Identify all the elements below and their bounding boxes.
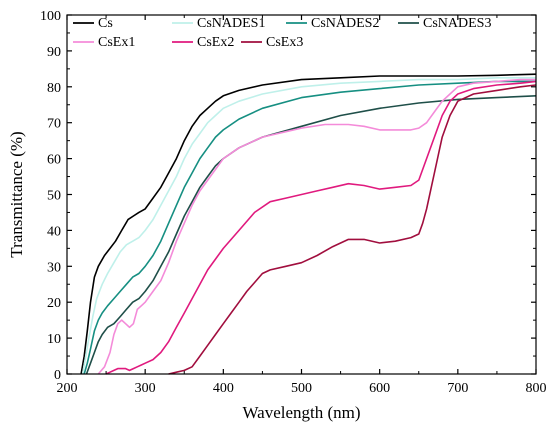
y-tick-label-5: 50 [47,189,61,204]
y-axis-label: Transmittance (%) [7,131,26,257]
legend-label-1: CsNADES1 [197,16,265,31]
legend-label-2: CsNADES2 [311,16,379,31]
legend-label-6: CsEx3 [266,35,303,50]
y-tick-label-7: 70 [47,117,61,132]
y-tick-label-10: 100 [40,9,61,24]
y-tick-label-6: 60 [47,153,61,168]
x-tick-label-5: 700 [447,381,468,396]
y-tick-label-8: 80 [47,81,61,96]
series-lines [80,73,537,375]
x-tick-label-4: 600 [369,381,390,396]
ticks: 200 300 400 500 600 700 800 0 10 20 30 40 50 60 70 80 90… [40,9,547,396]
y-tick-label-0: 0 [54,368,61,383]
series-line-1 [81,77,536,375]
legend-label-0: Cs [98,16,113,31]
series-line-0 [80,73,537,375]
x-tick-label-1: 300 [135,381,156,396]
series-line-3 [85,95,537,375]
series-line-6 [168,84,537,375]
legend: Cs CsNADES1 CsNADES2 CsNADES3 CsEx1 CsEx2 CsEx… [73,16,491,50]
x-axis-label: Wavelength (nm) [242,403,360,422]
series-line-2 [83,80,536,375]
x-tick-label-2: 400 [213,381,234,396]
legend-label-3: CsNADES3 [423,16,491,31]
series-line-5 [105,80,537,375]
y-tick-label-1: 10 [47,332,61,347]
y-tick-label-3: 30 [47,260,61,275]
x-tick-label-0: 200 [57,381,78,396]
series-line-4 [97,78,536,375]
x-tick-label-3: 500 [291,381,312,396]
x-tick-label-6: 800 [526,381,547,396]
y-tick-label-4: 40 [47,224,61,239]
legend-label-4: CsEx1 [98,35,135,50]
y-tick-label-2: 20 [47,296,61,311]
y-tick-label-9: 90 [47,45,61,60]
legend-label-5: CsEx2 [197,35,234,50]
